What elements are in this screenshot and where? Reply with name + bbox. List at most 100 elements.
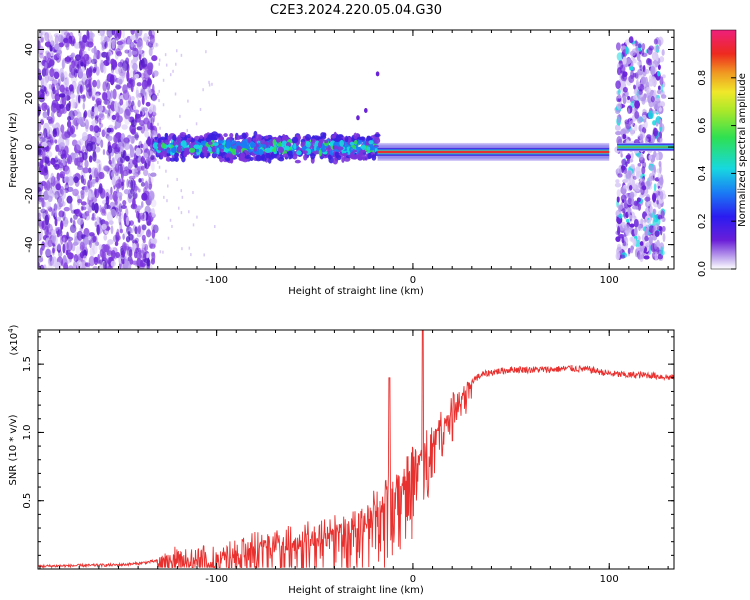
carrier-blob [293, 143, 297, 150]
noise-blob [136, 89, 140, 101]
scint-blob [633, 124, 638, 132]
carrier-blob [164, 139, 170, 146]
noise-blob [58, 34, 64, 43]
noise-blob [98, 244, 103, 251]
noise-blob [63, 206, 70, 212]
noise-blob [93, 106, 99, 116]
scint-blob [639, 133, 644, 141]
scint-blob [657, 89, 662, 95]
noise-blob [80, 174, 84, 184]
carrier-blob [332, 145, 339, 150]
noise-blob [145, 86, 152, 95]
noise-blob [122, 30, 125, 39]
scint-blob [657, 102, 663, 108]
scint-blob [657, 71, 661, 77]
noise-blob [103, 211, 107, 216]
noise-blob [151, 162, 155, 172]
noise-blob [141, 192, 148, 201]
noise-blob [68, 84, 74, 92]
noise-blob [148, 47, 153, 57]
noise-blob [54, 93, 61, 102]
noise-blob [105, 195, 110, 206]
noise-blob [123, 37, 128, 45]
noise-blob [44, 166, 48, 174]
noise-blob [54, 209, 57, 217]
figure-title: C2E3.2024.220.05.04.G30 [270, 3, 442, 18]
noise-blob [54, 179, 61, 190]
noise-blob [50, 157, 56, 165]
noise-blob [144, 91, 148, 101]
noise-speck [163, 195, 165, 199]
noise-blob [144, 130, 150, 138]
noise-speck [195, 122, 198, 126]
noise-blob [134, 226, 138, 235]
noise-blob [82, 151, 88, 161]
carrier-blob [255, 154, 262, 162]
noise-blob [53, 54, 60, 61]
noise-blob [99, 51, 102, 62]
noise-speck [175, 62, 177, 66]
noise-blob [44, 248, 52, 257]
scint-blob [635, 79, 639, 88]
noise-blob [151, 94, 157, 102]
noise-blob [140, 201, 144, 208]
noise-blob [134, 132, 139, 141]
scint-blob [641, 43, 646, 51]
noise-blob [61, 30, 68, 37]
noise-blob [95, 176, 99, 183]
noise-blob [61, 234, 68, 243]
noise-speck [165, 63, 168, 67]
scint-blob [641, 95, 646, 105]
noise-blob [92, 151, 97, 162]
noise-speck [164, 53, 167, 57]
noise-blob [122, 89, 130, 101]
scint-blob [628, 75, 635, 83]
scint-blob [623, 212, 627, 218]
scint-blob [650, 96, 655, 103]
noise-blob [105, 90, 111, 102]
noise-blob [119, 163, 125, 174]
noise-blob [38, 131, 44, 139]
scint-blob [662, 74, 666, 79]
noise-blob [84, 159, 89, 168]
noise-blob [150, 237, 158, 245]
noise-blob [142, 107, 148, 112]
noise-blob [80, 201, 87, 206]
scint-blob [642, 161, 647, 169]
noise-blob [141, 224, 147, 231]
carrier-blob [322, 145, 326, 150]
noise-blob [151, 229, 156, 239]
noise-blob [108, 167, 113, 172]
scint-blob [635, 166, 641, 175]
noise-blob [148, 106, 153, 114]
carrier-blob [265, 135, 269, 140]
noise-blob [136, 257, 142, 269]
noise-blob [140, 143, 144, 149]
noise-blob [144, 205, 151, 215]
scint-blob [638, 153, 644, 161]
noise-blob [94, 188, 97, 198]
noise-blob [39, 158, 44, 169]
noise-speck [188, 246, 191, 250]
noise-blob [70, 217, 73, 224]
noise-blob [106, 30, 113, 38]
noise-blob [94, 202, 99, 214]
noise-blob [128, 249, 133, 258]
noise-blob [103, 234, 108, 241]
scint-blob [622, 86, 628, 93]
noise-blob [40, 208, 46, 214]
scint-blob [632, 242, 636, 247]
noise-blob [147, 172, 151, 178]
y-tick-label: -20 [24, 188, 35, 204]
noise-blob [79, 241, 85, 251]
carrier-blob [169, 157, 176, 162]
scint-blob [630, 100, 635, 108]
noise-blob [59, 103, 64, 109]
noise-speck [169, 218, 172, 222]
noise-blob [88, 155, 93, 163]
noise-blob [59, 173, 64, 178]
scint-blob [620, 186, 625, 194]
noise-blob [152, 70, 159, 77]
noise-blob [91, 119, 98, 126]
noise-blob [101, 91, 106, 101]
